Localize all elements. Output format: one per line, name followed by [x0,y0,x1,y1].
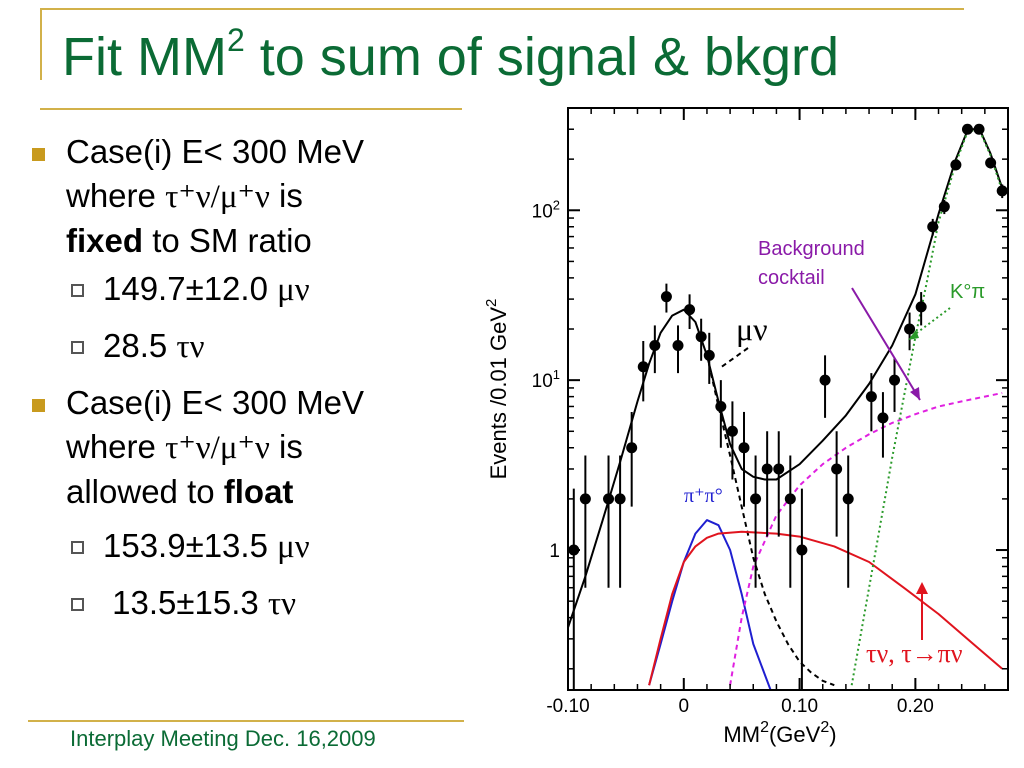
square-bullet-icon [32,148,45,161]
axes: -0.10 0 0.10 0.20 1 101 102 MM2(GeV2) Events /0.… [483,107,1009,747]
data-point [761,463,773,475]
left-accent-line [40,8,42,80]
title-underline [40,108,462,110]
data-point [637,361,649,373]
hollow-square-bullet-icon [71,598,84,611]
y-tick-label: 1 [549,541,560,562]
data-point [660,291,672,303]
background-pointer [851,287,921,401]
data-point [842,493,854,505]
curve-pi-pi0 [648,519,772,690]
curve-mu-nu [705,355,835,687]
data-point [877,412,889,424]
plot-frame [567,107,1009,691]
data-point [973,123,985,135]
data-point [703,349,715,361]
data-point [784,493,796,505]
hollow-square-bullet-icon [71,284,84,297]
curve-total [568,127,1004,628]
hollow-square-bullet-icon [71,541,84,554]
hollow-square-bullet-icon [71,341,84,354]
data-point [831,463,843,475]
label-background-line1: Background [758,238,865,260]
x-tick-label: -0.10 [546,696,589,717]
data-point [715,400,727,412]
data-point [904,323,916,335]
mu-nu-pointer [719,347,749,369]
data-point [684,304,696,316]
background-arrowhead [910,387,920,400]
tau-nu-arrowhead [916,582,928,594]
data-point [996,185,1008,197]
data-point [603,493,615,505]
label-background-line2: cocktail [758,267,825,289]
bullet-case-float: Case(i) E< 300 MeV where τ⁺ν/μ⁺ν is allo… [28,381,478,514]
annotations: μν π⁺π° Background cocktail K°π τν, τ→πν [684,238,985,668]
y-tick-label: 102 [532,197,560,222]
top-accent-line [40,8,964,10]
sub-bullet-tau-nu-float: 13.5±15.3 τν [28,581,478,626]
data-point [695,331,707,343]
square-bullet-icon [32,399,45,412]
sub-bullet-mu-nu-float: 153.9±13.5 μν [28,524,478,569]
curve-k0-pi [850,128,1004,686]
x-tick-label: 0.10 [781,696,818,717]
data-point [889,374,901,386]
data-point [819,374,831,386]
k0-pi-arrowhead [908,330,919,340]
data-point [738,442,750,454]
data-point [938,201,950,213]
data-point [614,493,626,505]
sub-bullet-mu-nu-fixed: 149.7±12.0 μν [28,267,478,312]
label-tau-nu: τν, τ→πν [866,639,963,668]
data-point [796,544,808,556]
data-point [985,157,997,169]
x-tick-label: 0.20 [897,696,934,717]
data-point [672,339,684,351]
data-point [773,463,785,475]
slide-title: Fit MM2 to sum of signal & bkgrd [62,22,840,87]
data-points [568,123,1008,690]
y-axis-label: Events /0.01 GeV2 [483,299,511,480]
fit-curves [568,127,1004,690]
data-point [915,301,927,313]
curve-background [729,392,1003,686]
label-k0-pi: K°π [950,281,985,303]
footer-text: Interplay Meeting Dec. 16,2009 [70,726,376,751]
footer-rule [28,720,464,722]
bullet-list: Case(i) E< 300 MeV where τ⁺ν/μ⁺ν is fixe… [28,130,478,626]
data-point [726,425,738,437]
sub-bullet-tau-nu-fixed: 28.5 τν [28,324,478,369]
x-tick-label: 0 [679,696,690,717]
data-point [950,159,962,171]
data-point [927,221,939,233]
data-point [626,442,638,454]
data-point [579,493,591,505]
y-tick-label: 101 [532,367,560,392]
mm2-fit-chart: μν π⁺π° Background cocktail K°π τν, τ→πν -0.1… [483,107,1009,747]
data-point [750,493,762,505]
data-point [649,339,661,351]
bullet-case-fixed: Case(i) E< 300 MeV where τ⁺ν/μ⁺ν is fixe… [28,130,478,263]
label-pi-pi0: π⁺π° [684,485,723,507]
data-point [865,391,877,403]
x-axis-label: MM2(GeV2) [723,719,836,747]
label-mu-nu: μν [736,311,768,347]
data-point [961,123,973,135]
